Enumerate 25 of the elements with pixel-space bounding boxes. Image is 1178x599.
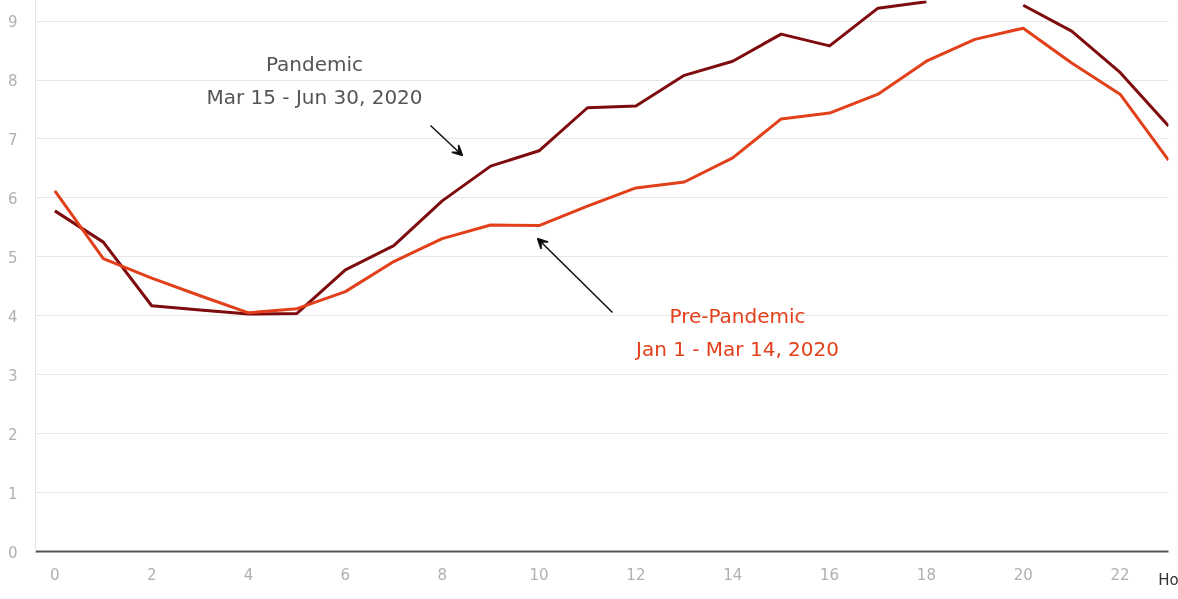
x-tick-label: 18: [916, 565, 936, 584]
y-tick-label: 7: [7, 130, 18, 149]
y-tick-label: 1: [7, 484, 18, 503]
y-tick-label: 2: [7, 425, 18, 444]
y-tick-label: 9: [7, 13, 18, 32]
annotation: Pre-Pandemic Jan 1 - Mar 14, 2020: [634, 304, 839, 361]
x-tick-label: 6: [340, 565, 351, 584]
y-tick-label: 5: [7, 248, 18, 267]
x-tick-label: 14: [723, 565, 743, 584]
x-axis-title: Ho: [1158, 570, 1178, 589]
x-tick-label: 20: [1013, 565, 1033, 584]
x-tick-label: 4: [243, 565, 254, 584]
x-tick-label: 16: [820, 565, 840, 584]
x-tick-label: 12: [626, 565, 646, 584]
x-tick-label: 22: [1110, 565, 1130, 584]
y-tick-label: 8: [7, 72, 18, 91]
x-tick-label: 0: [50, 565, 60, 584]
y-tick-label: 0: [7, 543, 18, 562]
x-tick-label: 2: [146, 565, 157, 584]
x-tick-label: 8: [437, 565, 447, 584]
x-tick-label: 10: [529, 565, 549, 584]
annotation: Pandemic Mar 15 - Jun 30, 2020: [206, 52, 423, 109]
y-tick-label: 6: [7, 189, 18, 208]
y-tick-label: 4: [7, 307, 18, 326]
y-tick-label: 3: [7, 366, 18, 385]
